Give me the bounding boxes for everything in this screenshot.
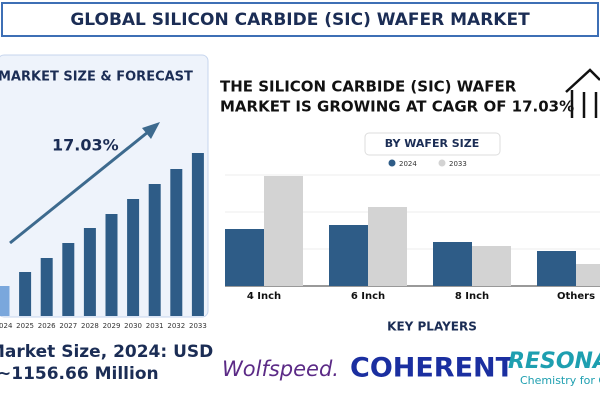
bar [472,246,511,286]
bar [105,214,118,316]
bar [225,229,264,286]
wafer-title: BY WAFER SIZE [385,137,480,150]
cagr-annotation: 17.03% [52,136,119,155]
key-players-title: KEY PLAYERS [387,320,477,334]
x-tick-label: 4 Inch [247,291,281,302]
logo-coherent: COHERENT [350,353,515,384]
x-tick-label: 2032 [167,322,185,330]
wafer-title-box [364,132,501,156]
arrow-head [142,122,160,139]
bar [0,286,10,316]
x-tick-label: 2028 [81,322,99,330]
house-icon [565,68,600,118]
x-tick-label: 6 Inch [351,291,385,302]
bar [537,251,576,286]
logo-resonac: RESONAC [508,349,600,374]
header-title: GLOBAL SILICON CARBIDE (SIC) WAFER MARKE… [70,10,530,30]
x-tick-label: 2027 [59,322,77,330]
x-tick-label: 2025 [16,322,34,330]
x-tick-label: 2031 [146,322,164,330]
market-size-line: ~1156.66 Million [0,364,159,384]
bar [433,242,472,286]
legend-label: 2033 [449,160,467,168]
x-tick-label: 2033 [189,322,207,330]
logo-wolfspeed: Wolfspeed. [222,357,339,381]
bar [62,243,75,316]
bar [148,184,161,316]
legend-swatch [438,159,446,167]
x-tick-label: 2030 [124,322,142,330]
bar [329,225,368,286]
x-tick-label: 2026 [38,322,56,330]
growth-arrow [9,130,149,245]
legend-swatch [388,159,396,167]
logo-tagline: Chemistry for Change [520,374,600,387]
headline: THE SILICON CARBIDE (SIC) WAFER [220,78,517,96]
headline: MARKET IS GROWING AT CAGR OF 17.03% [220,98,574,116]
bar [19,272,32,316]
x-tick-label: Others [557,291,595,302]
header-box [1,2,599,37]
legend-label: 2024 [399,160,417,168]
bar [368,207,407,286]
bar [83,228,96,316]
bar [170,169,183,316]
market-size-line: Market Size, 2024: USD [0,342,213,362]
x-tick-label: 8 Inch [455,291,489,302]
bar [127,199,140,316]
bar [40,258,53,316]
x-tick-label: 2029 [103,322,121,330]
x-tick-label: 2024 [0,322,13,330]
forecast-title: MARKET SIZE & FORECAST [0,70,193,85]
bar [264,176,303,286]
bar [191,153,204,316]
bar [576,264,600,286]
